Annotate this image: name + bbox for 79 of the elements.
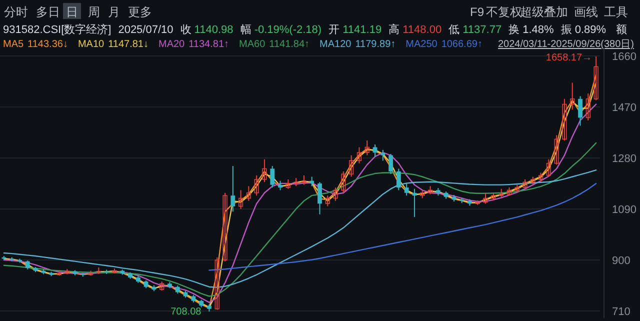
text: MA20 — [158, 39, 186, 50]
text: 超级叠加 — [520, 5, 568, 19]
candlestick — [364, 140, 370, 156]
candlestick — [356, 146, 362, 164]
text: 低 1137.77 — [448, 24, 502, 36]
candlestick — [562, 98, 567, 141]
candlestick — [246, 186, 251, 202]
candlestick — [325, 195, 330, 207]
candlestick — [230, 166, 236, 212]
candlestick — [302, 174, 306, 186]
annotation: 708.08 — [170, 306, 202, 318]
candlestick — [270, 166, 275, 188]
candlestick — [160, 280, 164, 292]
line-series — [3, 169, 597, 288]
text: MA10 — [78, 39, 105, 50]
text: MA120 — [320, 39, 352, 50]
text: 不复权 — [486, 5, 522, 19]
candlestick — [262, 158, 267, 183]
y-tick-label: 1660 — [612, 50, 636, 63]
candlestick — [570, 82, 575, 110]
text: 幅 -0.19%(-2.18) — [240, 24, 322, 36]
text: 月 — [108, 5, 120, 19]
candlestick — [349, 154, 354, 178]
candlestick — [546, 158, 551, 178]
text: 1066.69↑ — [441, 39, 482, 50]
text: F9 — [470, 5, 484, 19]
text: 2025/07/10 — [118, 24, 174, 36]
candlestick — [341, 170, 346, 194]
text: 多日 — [36, 5, 60, 19]
text: 1147.81↓ — [108, 39, 148, 50]
text: 开 1141.19 — [328, 24, 382, 36]
candlestick — [380, 149, 386, 162]
candlestick — [483, 192, 488, 204]
candlestick — [404, 182, 409, 196]
line-series — [208, 182, 597, 271]
text: 1179.89↑ — [355, 39, 396, 50]
candlestick — [372, 144, 378, 158]
candlestick — [522, 178, 528, 190]
candlestick — [286, 178, 290, 190]
candlestick — [278, 180, 282, 191]
candlestick — [554, 134, 559, 166]
annotation: 1658.17→ — [546, 52, 592, 64]
text: 收 1140.98 — [180, 24, 234, 36]
text: 更多 — [128, 5, 152, 19]
chart-title: 931582.CSI[数字经济] — [3, 23, 112, 36]
y-tick-label: 710 — [612, 306, 630, 318]
text: 1143.36↓ — [28, 39, 68, 50]
text: 1141.84↑ — [269, 39, 310, 50]
text: 振 0.89% — [560, 24, 606, 36]
candlestick — [333, 186, 338, 202]
text: MA60 — [239, 39, 266, 50]
candlestick — [318, 182, 322, 215]
text: MA250 — [406, 39, 438, 50]
text: 分时 — [4, 5, 28, 19]
candlestick — [222, 192, 228, 262]
text: 画线 — [574, 5, 598, 19]
text: 工具 — [604, 5, 628, 19]
candlestick — [254, 174, 259, 196]
candlestick — [578, 96, 582, 126]
text: 额 — [616, 23, 627, 36]
candlestick — [594, 56, 598, 101]
text: MA5 — [3, 39, 24, 50]
candlestick — [586, 93, 590, 121]
candlestick — [310, 176, 314, 187]
candlestick — [238, 190, 244, 210]
candlestick — [388, 153, 393, 175]
text: 1134.81↑ — [188, 39, 230, 50]
y-tick-label: 1280 — [612, 152, 636, 165]
candlestick — [396, 168, 401, 191]
line-series — [3, 142, 597, 297]
candlestick — [214, 256, 220, 310]
y-tick-label: 1090 — [612, 204, 636, 216]
text: 2024/03/11-2025/09/26(380日) — [498, 39, 634, 50]
text: 高 1148.00 — [388, 23, 442, 36]
y-tick-label: 1470 — [612, 102, 636, 114]
y-tick-label: 900 — [612, 254, 630, 267]
text: 换 1.48% — [508, 24, 554, 36]
text: 周 — [88, 5, 100, 19]
text: 日 — [66, 5, 78, 19]
